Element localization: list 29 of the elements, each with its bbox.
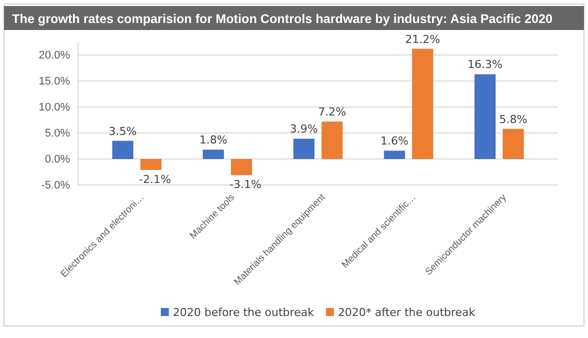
- data-label: 3.5%: [108, 124, 137, 138]
- legend-label: 2020 before the outbreak: [172, 306, 315, 319]
- bar: [140, 159, 162, 170]
- chart-title: The growth rates comparision for Motion Controls hardware by industry: Asia Pacific 2020: [12, 12, 552, 26]
- data-label: 7.2%: [318, 106, 346, 119]
- bar: [322, 122, 343, 159]
- y-tick-label: 20.0%: [38, 50, 70, 62]
- data-label: 1.8%: [199, 134, 228, 147]
- y-tick-label: 15.0%: [38, 76, 70, 88]
- data-label: 5.8%: [499, 112, 528, 126]
- bar: [384, 150, 406, 159]
- bar: [112, 140, 134, 159]
- bar: [293, 138, 314, 159]
- data-label: 1.6%: [380, 134, 408, 148]
- y-tick-label: 10.0%: [38, 102, 70, 114]
- legend-label: 2020* after the outbreak: [338, 306, 476, 319]
- bar: [474, 74, 496, 159]
- bar: [502, 128, 524, 159]
- data-label: -2.1%: [138, 172, 171, 186]
- y-tick-label: -5.0%: [41, 180, 70, 192]
- y-tick-label: 5.0%: [44, 128, 70, 140]
- y-tick-label: 0.0%: [44, 154, 70, 166]
- data-label: -3.1%: [230, 178, 262, 192]
- data-label: 16.3%: [468, 58, 503, 72]
- bar: [230, 159, 252, 176]
- data-label: 21.2%: [405, 32, 440, 46]
- bar: [202, 150, 224, 159]
- bar: [412, 48, 434, 159]
- data-label: 3.9%: [290, 122, 318, 136]
